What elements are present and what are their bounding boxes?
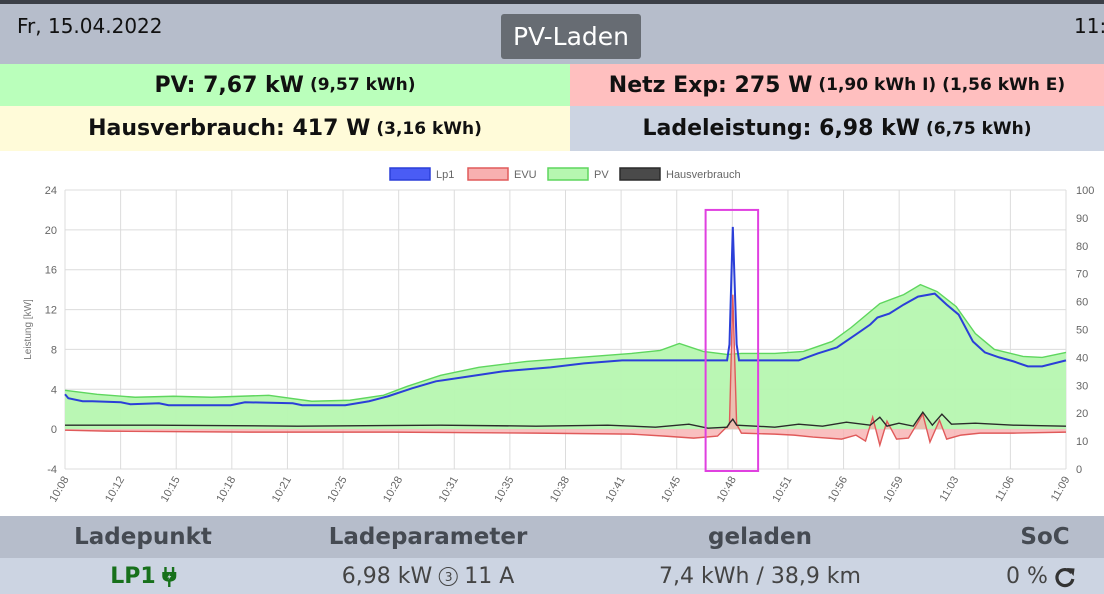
- y2-tick-label: 90: [1076, 213, 1088, 225]
- legend-label-hausverbrauch: Hausverbrauch: [666, 169, 741, 181]
- header-ladeparameter: Ladeparameter: [328, 524, 528, 550]
- x-tick-label: 10:41: [604, 475, 628, 505]
- x-tick-label: 10:59: [882, 475, 906, 505]
- series-evu-area: [65, 294, 1066, 446]
- header-soc: SoC: [1020, 524, 1070, 550]
- chargepoint-label: LP1: [110, 564, 156, 589]
- x-tick-label: 11:06: [993, 475, 1017, 504]
- series-hausverbrauch-line: [65, 410, 1067, 429]
- pv-power: PV: 7,67 kW: [154, 72, 304, 98]
- y-tick-label: 8: [51, 344, 57, 356]
- chargepoint-lp1[interactable]: LP1: [110, 564, 177, 589]
- y2-tick-label: 0: [1076, 464, 1082, 476]
- clock-label: 11:: [1074, 14, 1104, 38]
- y-axis-label: Leistung [kW]: [23, 299, 34, 360]
- x-tick-label: 10:18: [214, 475, 238, 505]
- y-tick-label: 20: [45, 225, 57, 237]
- header-ladepunkt: Ladepunkt: [74, 524, 212, 550]
- series-pv-line: [64, 283, 1067, 402]
- x-tick-label: 10:51: [770, 475, 794, 505]
- y-tick-label: 4: [51, 384, 57, 396]
- y2-tick-label: 50: [1076, 325, 1088, 337]
- y-tick-label: 16: [45, 265, 57, 277]
- y-tick-label: 0: [51, 424, 57, 436]
- y2-tick-label: 80: [1076, 241, 1088, 253]
- x-tick-label: 11:09: [1049, 475, 1073, 504]
- netz-energy: (1,90 kWh I) (1,56 kWh E): [818, 75, 1066, 95]
- soc-cell[interactable]: 0 %: [1006, 564, 1076, 589]
- x-tick-label: 10:48: [715, 475, 739, 505]
- series-lp1-line: [64, 226, 1067, 407]
- hausverbrauch-stat: Hausverbrauch: 417 W (3,16 kWh): [0, 106, 570, 151]
- legend-swatch-hausverbrauch: [619, 167, 661, 181]
- x-tick-label: 10:12: [103, 475, 127, 505]
- legend-label-pv: PV: [594, 169, 609, 181]
- y2-tick-label: 20: [1076, 408, 1088, 420]
- chart-series: [64, 226, 1067, 448]
- x-tick-label: 10:28: [381, 475, 405, 505]
- hausverbrauch-power: Hausverbrauch: 417 W: [88, 116, 371, 141]
- x-tick-label: 10:31: [437, 475, 461, 505]
- y2-tick-label: 60: [1076, 297, 1088, 309]
- x-tick-label: 10:38: [548, 475, 572, 505]
- ladeleistung-power: Ladeleistung: 6,98 kW: [642, 116, 920, 141]
- power-chart[interactable]: Lp1 EVU PV Hausverbrauch 24201612840-410090…: [0, 151, 1104, 516]
- series-evu-line: [64, 294, 1067, 448]
- highlight-box: [704, 208, 760, 472]
- charged-amount: 7,4 kWh / 38,9 km: [659, 564, 861, 589]
- netz-power: Netz Exp: 275 W: [608, 72, 813, 98]
- x-tick-label: 10:08: [47, 475, 71, 505]
- y2-tick-label: 30: [1076, 380, 1088, 392]
- refresh-icon[interactable]: [1054, 566, 1076, 588]
- soc-value: 0 %: [1006, 564, 1048, 589]
- x-tick-label: 10:25: [325, 475, 349, 505]
- y2-tick-label: 70: [1076, 269, 1088, 281]
- x-tick-label: 10:56: [826, 475, 850, 505]
- charge-parameters[interactable]: 6,98 kW 3 11 A: [342, 564, 515, 589]
- legend-swatch-evu: [467, 167, 509, 181]
- legend-swatch-pv: [547, 167, 589, 181]
- y-tick-label: 24: [45, 185, 57, 197]
- legend-label-evu: EVU: [514, 169, 537, 181]
- y-tick-label: 12: [45, 305, 57, 317]
- x-tick-label: 11:03: [938, 475, 962, 504]
- y-tick-label: -4: [47, 464, 57, 476]
- power-chart-container: Lp1 EVU PV Hausverbrauch 24 20 16 12 8 4 0 -4 100 90…: [0, 151, 1104, 516]
- netz-stat: Netz Exp: 275 W (1,90 kWh I) (1,56 kWh E…: [570, 64, 1104, 106]
- y2-tick-label: 100: [1076, 185, 1094, 197]
- table-header: Ladepunkt Ladeparameter geladen SoC: [0, 516, 1104, 558]
- legend-swatch-lp1: [389, 167, 431, 181]
- ladeleistung-stat: Ladeleistung: 6,98 kW (6,75 kWh): [570, 106, 1104, 151]
- pv-stat: PV: 7,67 kW (9,57 kWh): [0, 64, 570, 106]
- mode-button[interactable]: PV-Laden: [501, 14, 641, 59]
- x-tick-label: 10:35: [492, 475, 516, 505]
- date-label: Fr, 15.04.2022: [17, 14, 163, 38]
- charge-power: 6,98 kW: [341, 564, 433, 589]
- plug-icon: [162, 566, 177, 587]
- pv-energy: (9,57 kWh): [309, 75, 416, 95]
- x-tick-label: 10:15: [159, 475, 183, 505]
- header-bar: Fr, 15.04.2022 PV-Laden 11:: [0, 4, 1104, 64]
- top-border: [0, 0, 1104, 4]
- y2-tick-label: 40: [1076, 352, 1088, 364]
- x-tick-label: 10:45: [659, 475, 683, 505]
- chart-legend[interactable]: Lp1 EVU PV Hausverbrauch: [389, 167, 741, 181]
- table-row[interactable]: LP1 6,98 kW 3 11 A 7,4 kWh / 38,9 km 0 %: [0, 558, 1104, 594]
- x-tick-label: 10:21: [270, 475, 294, 505]
- phases-icon: 3: [439, 567, 459, 586]
- legend-label-lp1: Lp1: [436, 169, 454, 181]
- series-pv-area: [65, 284, 1066, 430]
- header-geladen: geladen: [708, 524, 812, 550]
- hausverbrauch-energy: (3,16 kWh): [376, 118, 482, 139]
- ladeleistung-energy: (6,75 kWh): [925, 118, 1032, 139]
- charge-current: 11 A: [464, 564, 515, 589]
- y2-tick-label: 10: [1076, 436, 1088, 448]
